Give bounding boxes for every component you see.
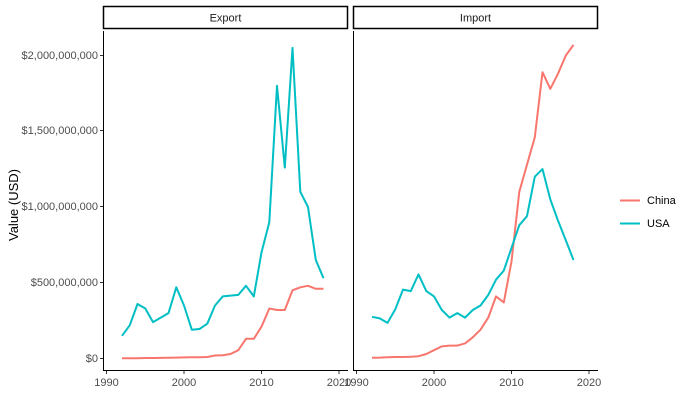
legend-label-china: China (647, 195, 677, 207)
x-tick-label: 2020 (327, 377, 351, 389)
x-tick-label: 2000 (422, 377, 446, 389)
x-tick-label: 2010 (499, 377, 523, 389)
x-tick-label: 2010 (249, 377, 273, 389)
legend-label-usa: USA (647, 218, 670, 230)
x-tick-label: 1990 (344, 377, 368, 389)
y-tick-label: $500,000,000 (31, 277, 98, 289)
legend: China USA (620, 195, 677, 230)
x-tick-label: 1990 (94, 377, 118, 389)
export-china-line (121, 284, 324, 360)
import-usa-line (371, 168, 575, 324)
export-usa-line (121, 46, 325, 337)
y-tick-label: $0 (86, 353, 98, 365)
export-x-axis-ticks: 1990 2000 2010 2020 (94, 371, 351, 389)
export-panel-plot-area (121, 46, 325, 360)
y-tick-label: $2,000,000,000 (22, 50, 98, 62)
y-tick-label: $1,500,000,000 (22, 125, 98, 137)
import-x-axis-ticks: 1990 2000 2010 2020 (344, 371, 601, 389)
y-axis-ticks: $0 $500,000,000 $1,000,000,000 $1,500,00… (22, 50, 103, 365)
facet-strip-export (102, 5, 349, 30)
import-china-line (371, 44, 575, 359)
y-tick-label: $1,000,000,000 (22, 201, 98, 213)
facet-strip-import (352, 5, 599, 30)
y-axis-title: Value (USD) (6, 169, 21, 241)
x-tick-label: 2020 (577, 377, 601, 389)
facet-strip-import-label: Import (460, 13, 491, 25)
facet-strip-export-label: Export (210, 13, 242, 25)
x-tick-label: 2000 (172, 377, 196, 389)
import-panel-plot-area (371, 44, 575, 359)
